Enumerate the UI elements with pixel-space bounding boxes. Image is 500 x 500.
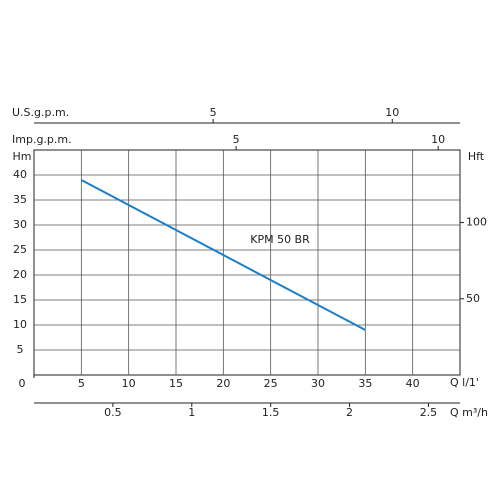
x-tick-label: 20 [216,377,230,390]
extra-axis-label: Q m³/h [450,406,488,419]
x-tick-label: 5 [78,377,85,390]
x-tick-label: 40 [406,377,420,390]
extra-axis-tick-label: 2 [346,406,353,419]
x-tick-label: 0 [19,377,26,390]
extra-axis-tick-label: 1.5 [262,406,280,419]
y2-tick-label: 100 [466,216,487,229]
x-tick-label: 25 [264,377,278,390]
extra-axis-tick-label: 5 [210,106,217,119]
y-tick-label: 35 [13,193,27,206]
extra-axis-tick-label: 10 [431,133,445,146]
y-tick-label: 30 [13,218,27,231]
plot-frame [33,149,461,376]
x-axis-label: Q l/1' [450,376,479,389]
extra-axis-tick-label: 1 [188,406,195,419]
y-tick-label: 15 [13,293,27,306]
y-tick-label: 10 [13,318,27,331]
extra-axis-tick-label: 5 [233,133,240,146]
x-tick-label: 10 [122,377,136,390]
extra-axis-tick-label: 2.5 [420,406,438,419]
extra-axis-label: U.S.g.p.m. [12,106,69,119]
y2-axis-label: Hft [468,150,485,163]
y-tick-label: 25 [13,243,27,256]
extra-axis-tick-label: 10 [385,106,399,119]
y-tick-label: 20 [13,268,27,281]
extra-axis-tick-label: 0.5 [104,406,122,419]
curve [80,179,366,331]
x-tick-label: 15 [169,377,183,390]
curve-label: KPM 50 BR [250,233,310,246]
y-tick-label: 40 [13,168,27,181]
x-tick-label: 35 [358,377,372,390]
y-tick-label: 5 [17,343,24,356]
x-tick-label: 30 [311,377,325,390]
y-axis-label: Hm [13,150,32,163]
extra-axis-label: Imp.g.p.m. [12,133,72,146]
y2-tick-label: 50 [466,292,480,305]
